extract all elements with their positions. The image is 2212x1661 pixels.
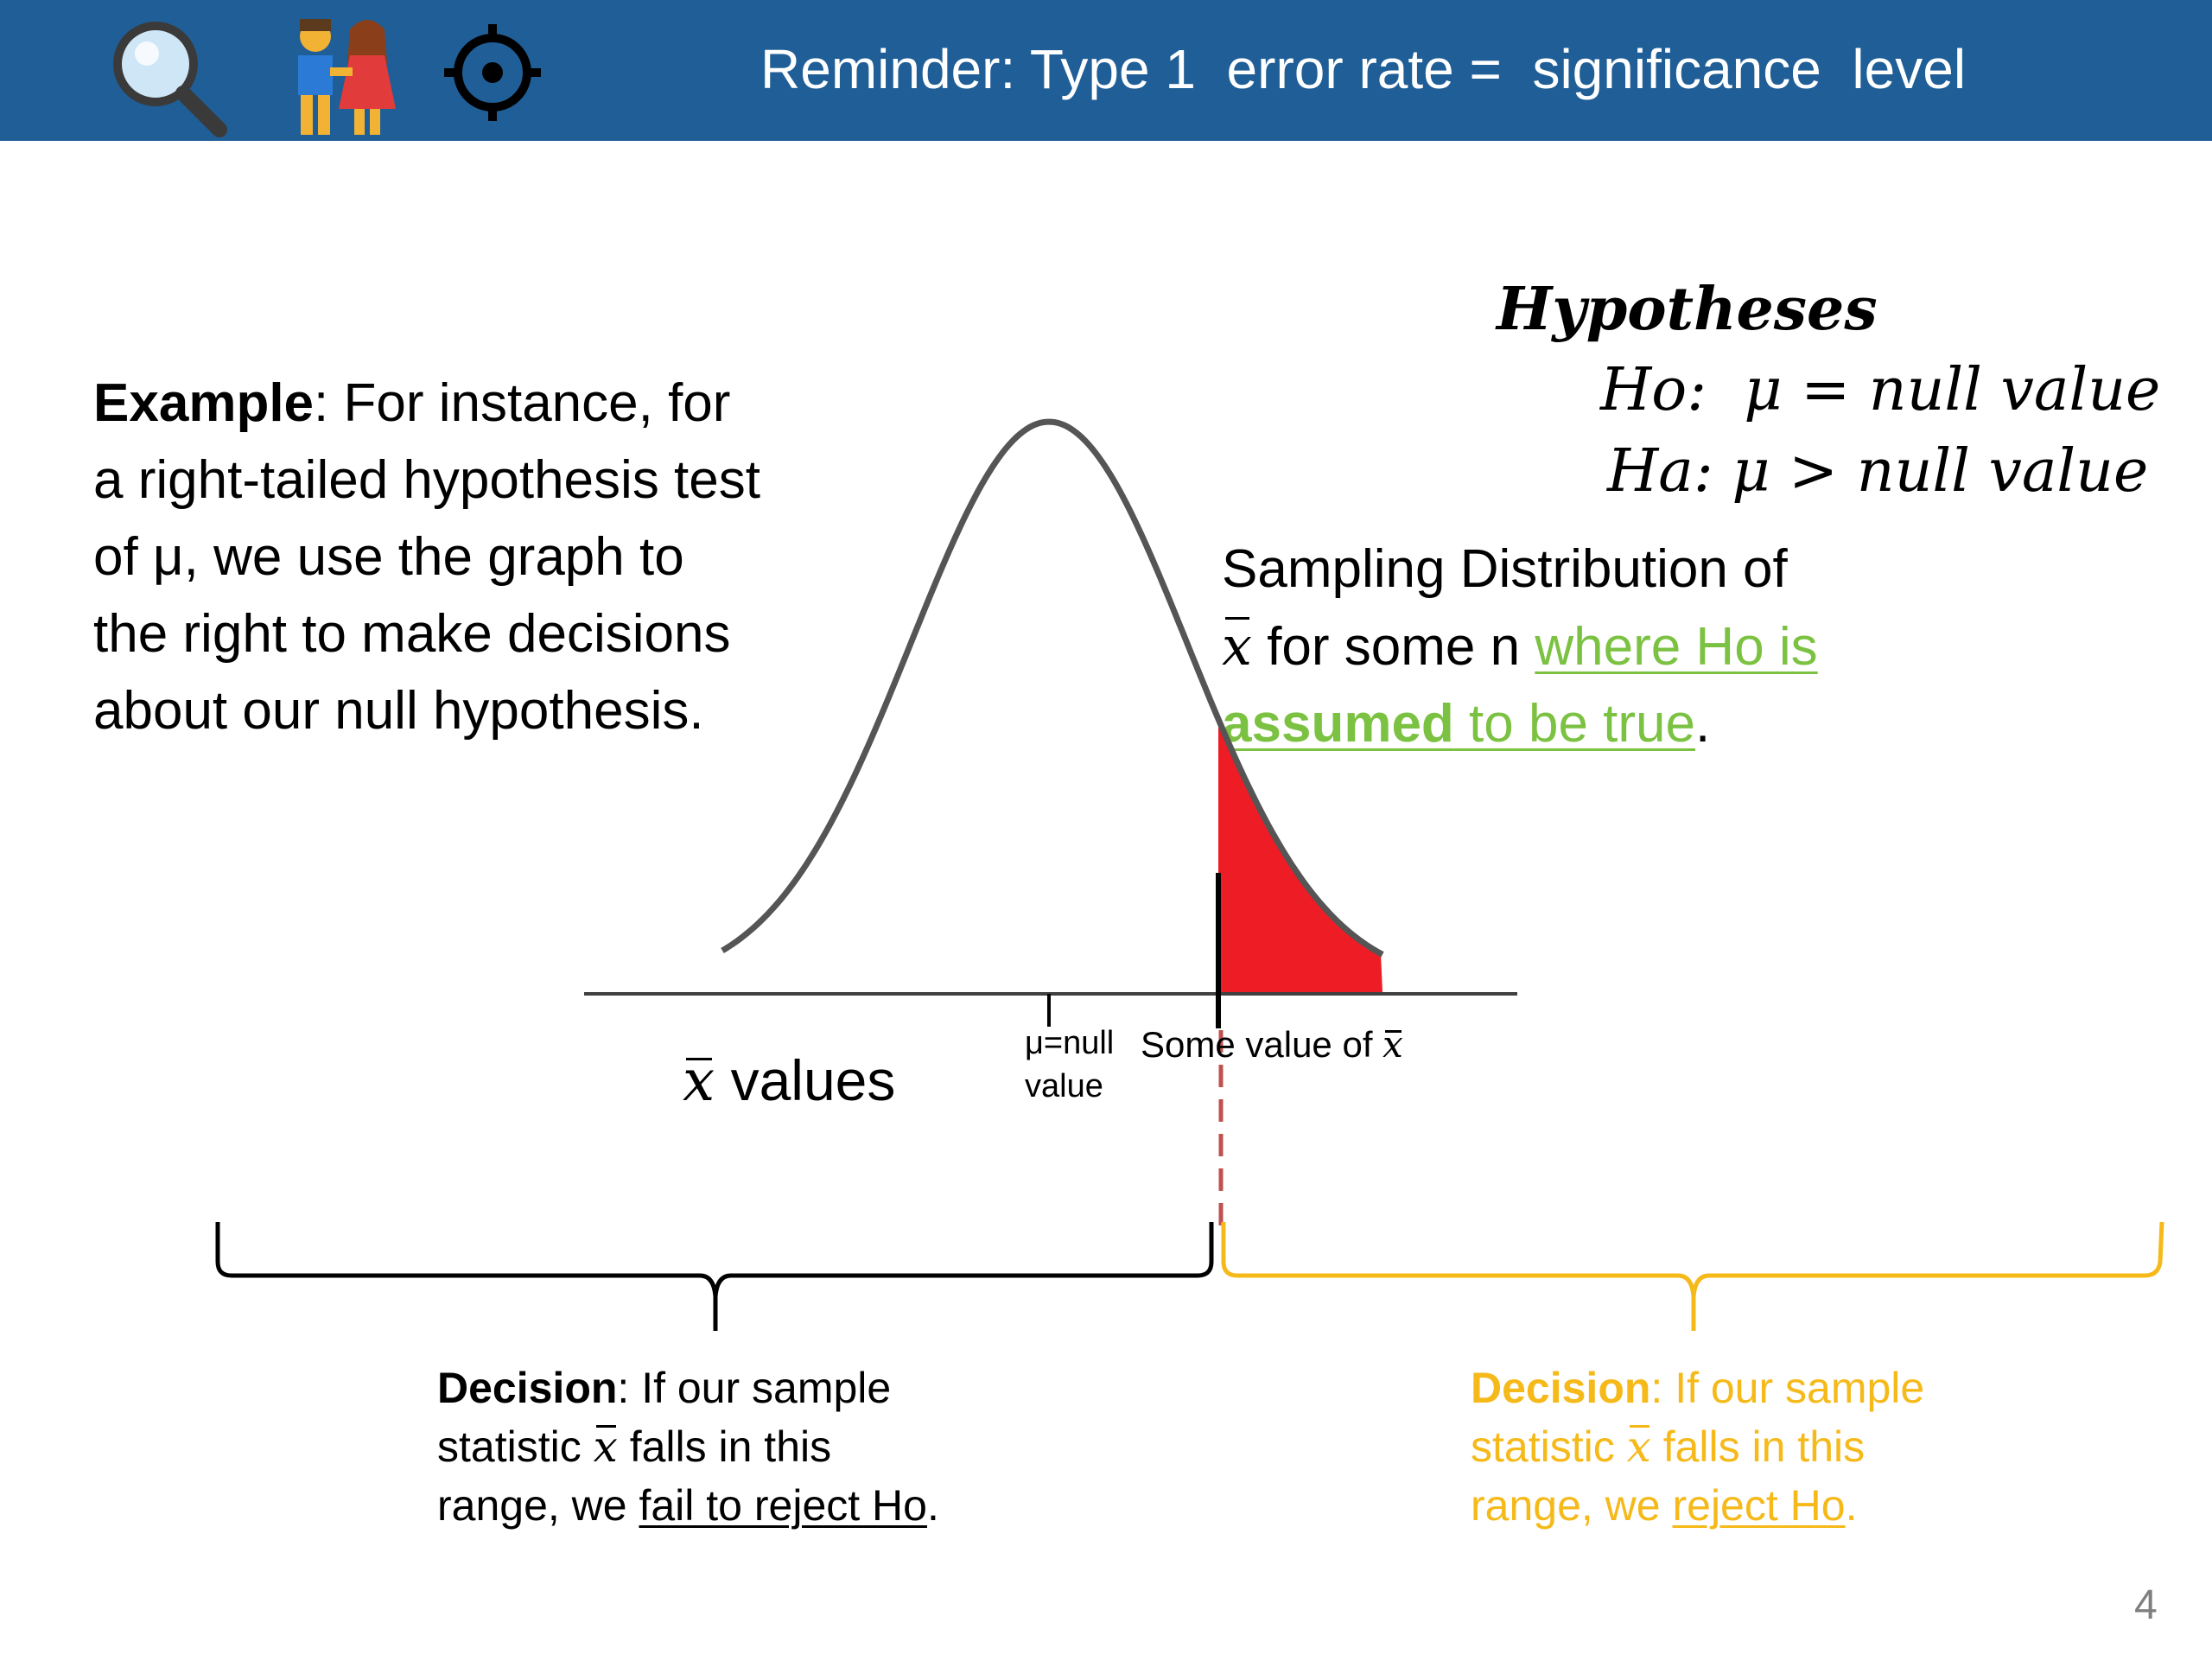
sampling-distribution-text: Sampling Distribution of x for some n wh… <box>1222 531 1999 762</box>
decision-left-text-3a: range, we <box>437 1481 639 1530</box>
page-number: 4 <box>2134 1582 2158 1628</box>
null-value-label-1: μ=null <box>1025 1025 1115 1061</box>
alpha-label: α <box>1265 884 1288 929</box>
target-icon <box>441 21 544 124</box>
x-axis-label: x values <box>683 1047 895 1114</box>
decision-left-text-1: : If our sample <box>617 1364 892 1412</box>
decision-right-text-1: : If our sample <box>1650 1364 1925 1412</box>
xbar-symbol: x <box>1382 1023 1403 1066</box>
decision-right-line-2: statistic x falls in this <box>1471 1417 2127 1476</box>
xbar-symbol: x <box>1627 1417 1651 1476</box>
decision-right-line-1: Decision: If our sample <box>1471 1359 2127 1417</box>
decision-right-lead: Decision <box>1471 1364 1651 1412</box>
people-icon <box>276 12 406 142</box>
some-value-label: Some value of x <box>1141 1023 1403 1066</box>
decision-right-text-3b: . <box>1845 1481 1858 1530</box>
decision-right-line-3: range, we reject Ho. <box>1471 1476 2127 1535</box>
decision-right-text-3a: range, we <box>1471 1481 1673 1530</box>
sampling-line-2: x for some n where Ho is <box>1222 608 1999 685</box>
reject-text: reject Ho <box>1672 1481 1846 1530</box>
fail-to-reject-brace <box>215 1222 1214 1331</box>
decision-left-line-3: range, we fail to reject Ho. <box>437 1476 1094 1535</box>
decision-right-text-2b: falls in this <box>1650 1422 1866 1471</box>
decision-left-line-1: Decision: If our sample <box>437 1359 1094 1417</box>
magnifier-icon <box>102 12 232 142</box>
sampling-green-1: where Ho is <box>1535 617 1818 677</box>
sampling-line-1: Sampling Distribution of <box>1222 539 1788 599</box>
reject-brace <box>1221 1221 2164 1331</box>
decision-right-text-2a: statistic <box>1471 1422 1627 1471</box>
header-bar: Reminder: Type 1 error rate = significan… <box>0 0 2212 141</box>
sampling-mid: for some n <box>1251 617 1535 677</box>
xbar-symbol: x <box>683 1047 715 1114</box>
xbar-symbol: x <box>594 1417 618 1476</box>
decision-left-text-2a: statistic <box>437 1422 594 1471</box>
xbar-symbol: x <box>1222 608 1252 684</box>
example-text: Example: For instance, for a right-taile… <box>93 365 767 749</box>
example-lead: Example <box>93 373 315 433</box>
some-value-text: Some value of <box>1141 1024 1383 1065</box>
null-value-label-2: value <box>1025 1068 1103 1104</box>
fail-to-reject-text: fail to reject Ho <box>639 1481 927 1530</box>
decision-left: Decision: If our sample statistic x fall… <box>437 1359 1094 1535</box>
bell-curve <box>721 418 1384 958</box>
sampling-green-bold: assumed <box>1222 694 1454 754</box>
decision-left-text-3b: . <box>926 1481 939 1530</box>
header-title: Reminder: Type 1 error rate = significan… <box>760 38 1967 100</box>
decision-left-text-2b: falls in this <box>617 1422 832 1471</box>
example-body: : For instance, for a right-tailed hypot… <box>93 373 760 741</box>
decision-left-lead: Decision <box>437 1364 618 1412</box>
sampling-end: . <box>1695 694 1711 754</box>
hypotheses-title: Hypotheses <box>1497 275 1878 344</box>
alternative-hypothesis: Ha: μ > null value <box>1607 437 2149 506</box>
x-axis-label-text: values <box>715 1048 896 1112</box>
sampling-green-rest: to be true <box>1453 694 1695 754</box>
sampling-line-3: assumed to be true. <box>1222 685 1999 762</box>
decision-left-line-2: statistic x falls in this <box>437 1417 1094 1476</box>
decision-right: Decision: If our sample statistic x fall… <box>1471 1359 2127 1535</box>
null-hypothesis: Ho: μ = null value <box>1600 356 2161 424</box>
rejection-region-fill <box>1218 719 1382 992</box>
